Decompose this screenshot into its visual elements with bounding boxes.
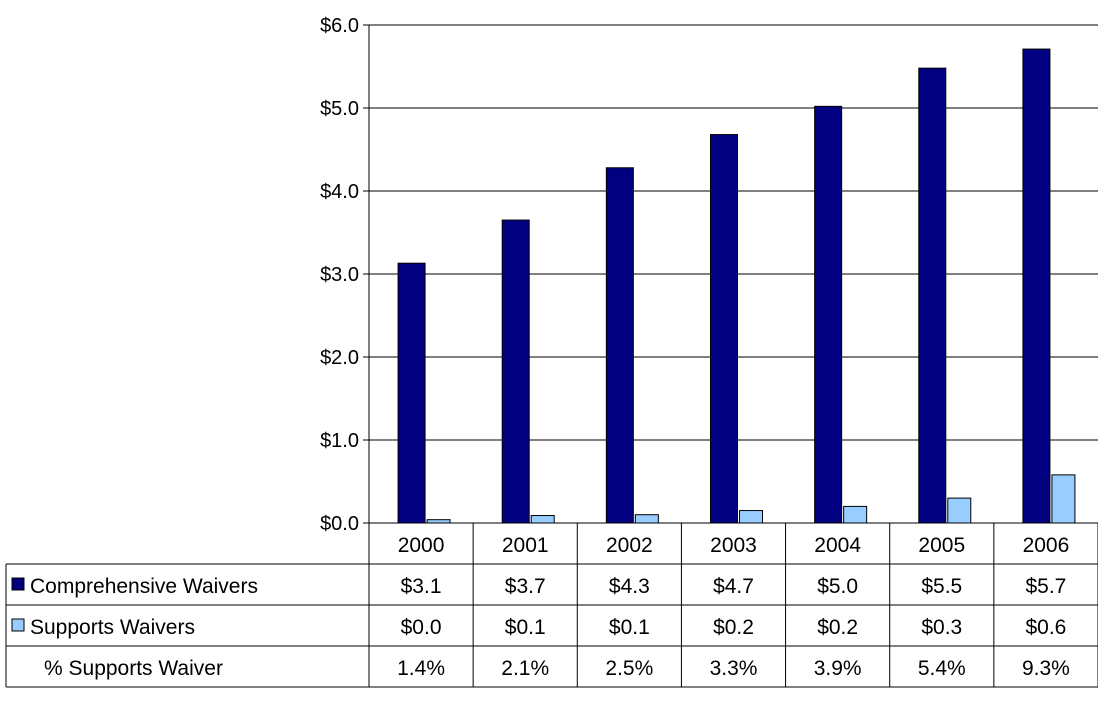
percent-label: 9.3% (1022, 657, 1070, 680)
bar-supports-waivers (634, 514, 659, 524)
percent-label: 1.4% (397, 657, 445, 680)
data-label: $5.7 (1025, 575, 1066, 598)
x-tick-label: 2003 (710, 534, 757, 557)
y-tick-label: $3.0 (320, 264, 359, 286)
bar-supports-waivers (739, 510, 763, 524)
bar-comprehensive-waivers (710, 134, 738, 524)
data-label: $0.3 (921, 616, 962, 639)
y-tick-label: $6.0 (320, 15, 359, 37)
x-tick-label: 2005 (918, 534, 965, 557)
data-label: $5.5 (921, 575, 962, 598)
y-tick-label: $4.0 (320, 181, 359, 203)
percent-label: 3.9% (814, 657, 862, 680)
y-tick-label: $2.0 (320, 347, 359, 369)
y-tick-label: $1.0 (320, 430, 359, 452)
percent-label: 2.1% (501, 657, 549, 680)
data-label: $3.1 (401, 575, 442, 598)
data-label: $0.6 (1025, 616, 1066, 639)
data-label: $4.3 (609, 575, 650, 598)
y-tick-label: $0.0 (320, 513, 359, 535)
bar-supports-waivers (1051, 474, 1076, 524)
bar-supports-waivers (843, 505, 868, 524)
percent-label: 3.3% (710, 657, 758, 680)
x-tick-label: 2004 (814, 534, 861, 557)
data-label: $5.0 (817, 575, 858, 598)
y-axis-ticks: $0.0 $1.0 $2.0 $3.0 $4.0 $5.0 $6.0 (320, 15, 369, 535)
x-tick-label: 2002 (606, 534, 653, 557)
data-label: $0.2 (713, 616, 754, 639)
x-tick-label: 2001 (502, 534, 549, 557)
data-label: $3.7 (505, 575, 546, 598)
legend-key (11, 577, 25, 591)
percent-label: 2.5% (605, 657, 653, 680)
x-tick-label: 2000 (398, 534, 445, 557)
data-label: $0.2 (817, 616, 858, 639)
data-label: $4.7 (713, 575, 754, 598)
bar-comprehensive-waivers (605, 167, 634, 524)
bars (397, 48, 1076, 524)
data-label: $0.1 (505, 616, 546, 639)
data-table: 2000 2001 2002 2003 2004 2005 2006 Comprehensiv… (5, 522, 1098, 688)
bar-comprehensive-waivers (397, 262, 426, 524)
row-label: % Supports Waiver (44, 657, 223, 680)
legend-label: Supports Waivers (30, 616, 195, 639)
legend-key (11, 618, 25, 632)
y-tick-label: $5.0 (320, 98, 359, 120)
bar-comprehensive-waivers (814, 105, 843, 524)
bar-comprehensive-waivers (501, 219, 530, 524)
bar-supports-waivers (947, 497, 972, 524)
bar-comprehensive-waivers (918, 67, 947, 524)
legend-label: Comprehensive Waivers (30, 575, 258, 598)
bar-comprehensive-waivers (1022, 48, 1051, 524)
x-tick-label: 2006 (1023, 534, 1070, 557)
percent-label: 5.4% (918, 657, 966, 680)
bar-supports-waivers (530, 515, 555, 524)
data-label: $0.1 (609, 616, 650, 639)
data-label: $0.0 (401, 616, 442, 639)
